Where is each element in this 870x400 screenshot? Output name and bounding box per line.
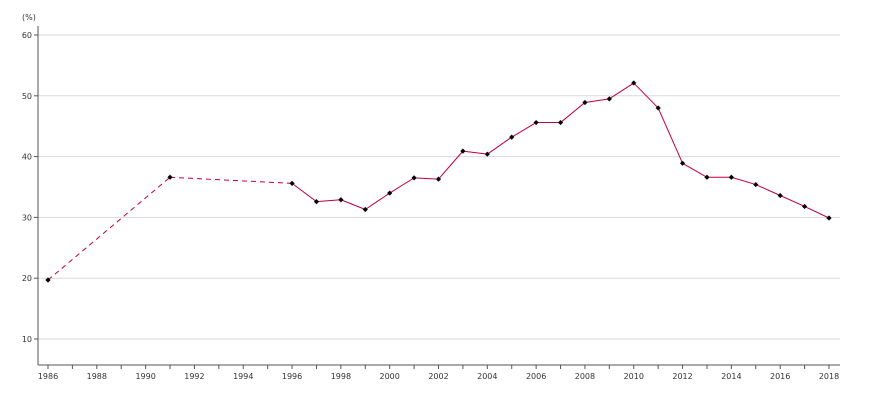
series-segment	[340, 199, 366, 210]
data-point-marker	[387, 190, 393, 196]
series-segment	[365, 192, 390, 210]
series-segment	[584, 98, 610, 103]
x-tick-label: 2014	[721, 372, 741, 381]
series-segment	[487, 136, 513, 155]
x-tick-label: 2012	[672, 372, 692, 381]
data-point-marker	[826, 215, 832, 221]
data-point-marker	[679, 160, 686, 166]
data-point-marker	[606, 96, 612, 102]
x-tick-label: 1994	[233, 372, 253, 381]
data-point-marker	[533, 119, 539, 126]
data-point-marker	[167, 174, 173, 180]
series-segment	[316, 199, 341, 203]
x-tick-label: 1990	[135, 372, 155, 381]
data-point-marker	[484, 151, 490, 157]
x-tick-label: 2002	[428, 372, 448, 381]
data-point-marker	[728, 174, 734, 180]
series-segment	[682, 162, 708, 178]
gridlines	[38, 34, 840, 340]
series-segment	[633, 82, 659, 109]
y-tick-label: 10	[22, 335, 32, 344]
series-segment	[560, 102, 586, 123]
data-point-marker	[289, 180, 295, 186]
x-tick-label: 2004	[477, 372, 497, 381]
data-point-marker	[338, 197, 344, 203]
x-tick-label: 2010	[624, 372, 644, 381]
y-tick-label: 20	[22, 274, 32, 283]
series-segment	[779, 195, 805, 207]
data-point-marker	[655, 105, 661, 111]
series-segment	[438, 150, 464, 180]
data-point-marker	[777, 192, 783, 199]
series-segment	[170, 176, 293, 184]
y-unit-label: (%)	[22, 13, 36, 22]
data-point-marker	[753, 181, 759, 188]
series-segment	[414, 177, 439, 180]
series-segment	[462, 150, 488, 155]
y-tick-labels: 10 20 30 40 50 60	[22, 31, 32, 344]
series-segment	[291, 182, 317, 202]
series-lines	[47, 82, 830, 281]
series-segment	[755, 184, 781, 196]
x-tick-label: 1988	[87, 372, 107, 381]
x-tick-label: 2000	[380, 372, 400, 381]
y-tick-label: 40	[22, 153, 32, 162]
x-tick-label: 2008	[575, 372, 595, 381]
x-tick-labels: 1986 1988 1990 1992 1994 1996 1998 2000 2002 2004…	[38, 372, 839, 381]
data-point-marker	[582, 99, 588, 106]
data-point-marker	[313, 198, 320, 205]
series-segment	[511, 122, 537, 138]
data-point-marker	[362, 206, 368, 213]
data-point-marker	[460, 148, 466, 154]
series-segment	[47, 176, 171, 281]
y-tick-label: 50	[22, 92, 32, 101]
series-segment	[731, 176, 756, 186]
y-tick-label: 60	[22, 31, 32, 40]
series-segment	[389, 177, 415, 194]
x-tick-label: 2018	[819, 372, 839, 381]
data-point-marker	[557, 119, 564, 126]
data-point-marker	[45, 277, 51, 283]
x-tick-label: 1998	[331, 372, 351, 381]
data-point-marker	[631, 80, 637, 86]
data-point-marker	[704, 174, 710, 180]
x-tick-label: 1992	[184, 372, 204, 381]
data-point-marker	[435, 176, 442, 182]
data-point-marker	[509, 134, 515, 140]
x-tick-label: 2006	[526, 372, 546, 381]
series-segment	[804, 206, 830, 219]
y-tick-label: 30	[22, 213, 32, 222]
x-tick-label: 2016	[770, 372, 790, 381]
x-tick-label: 1996	[282, 372, 302, 381]
data-markers	[45, 80, 832, 283]
data-point-marker	[411, 175, 417, 181]
data-point-marker	[801, 203, 808, 210]
series-segment	[609, 82, 635, 100]
axes	[34, 26, 840, 369]
x-tick-label: 1986	[38, 372, 58, 381]
series-segment	[657, 107, 684, 164]
